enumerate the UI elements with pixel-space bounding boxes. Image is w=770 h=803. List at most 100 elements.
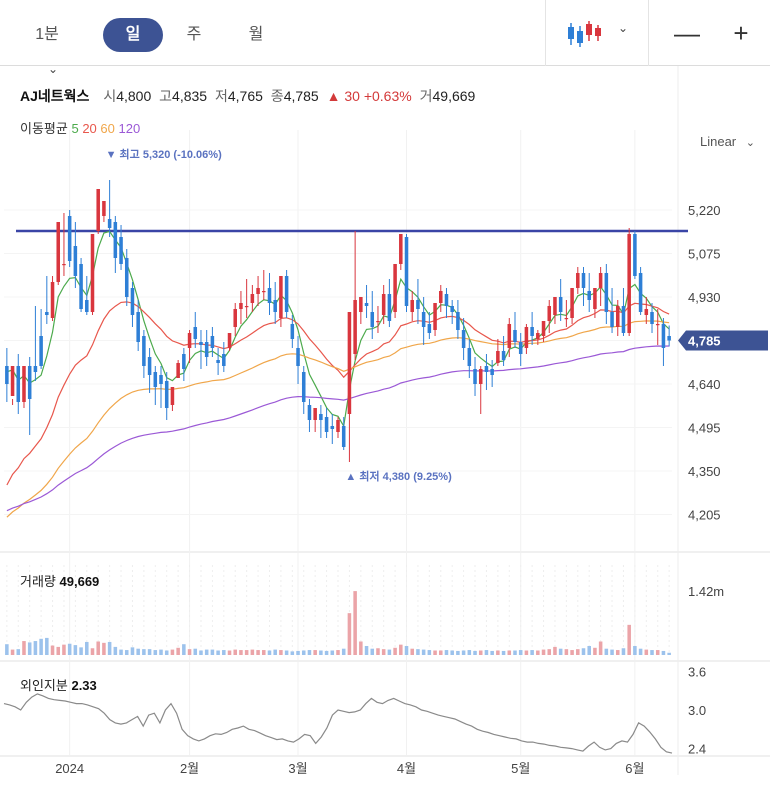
candle-body	[627, 234, 631, 333]
x-tick-label: 2월	[180, 761, 199, 776]
volume-bar	[250, 649, 255, 655]
volume-bar	[164, 650, 169, 655]
candle-body	[27, 366, 32, 399]
volume-bar	[39, 638, 43, 655]
volume-bar	[427, 650, 432, 655]
candle-body	[655, 324, 660, 326]
candle-body	[256, 288, 260, 294]
chart-type-select[interactable]: ⌄	[560, 17, 640, 51]
x-tick-label: 2024	[55, 761, 84, 776]
candle-body	[73, 246, 78, 276]
volume-bar	[16, 649, 21, 655]
volume-bar	[536, 650, 540, 655]
candle-body	[90, 234, 95, 312]
volume-bar	[576, 649, 580, 655]
volume-bar	[176, 647, 180, 655]
candle-body	[633, 234, 637, 276]
volume-bar	[387, 649, 392, 655]
candle-body	[341, 426, 346, 447]
volume-bar	[45, 637, 49, 655]
tab-day[interactable]: 일	[103, 18, 163, 52]
volume-bar	[96, 641, 100, 655]
candle-body	[244, 306, 249, 308]
volume-bar	[233, 649, 238, 655]
x-tick-label: 5월	[511, 761, 530, 776]
low-marker-label: ▲ 최저 4,380 (9.25%)	[345, 469, 452, 483]
tab-week[interactable]: 주	[170, 18, 218, 52]
change-value: ▲ 30 +0.63%	[326, 88, 412, 104]
candle-body	[524, 327, 529, 348]
volume-bar	[524, 650, 529, 655]
candle-body	[638, 273, 643, 312]
volume-bar	[267, 650, 272, 655]
tab-month[interactable]: 월	[232, 18, 280, 52]
candle-body	[478, 369, 483, 384]
candle-body	[279, 276, 283, 318]
zoom-out-button[interactable]: —	[674, 18, 700, 48]
foreign-tick-label: 3.6	[688, 664, 706, 679]
ma-20-line	[6, 301, 670, 486]
candle-body	[227, 333, 232, 348]
candle-body	[564, 318, 569, 320]
candle-body	[136, 312, 140, 342]
candle-body	[604, 273, 609, 312]
candle-body	[610, 312, 614, 327]
ma-60-label: 60	[100, 121, 115, 136]
candle-body	[45, 312, 49, 315]
volume-panel-label: 거래량	[20, 574, 56, 589]
volume-bar	[319, 650, 323, 655]
volume-bar	[598, 641, 603, 655]
volume-bar	[193, 648, 198, 655]
candle-body	[16, 366, 21, 402]
tab-week-label: 주	[186, 26, 202, 43]
volume-bar	[336, 650, 340, 655]
current-price-tag	[678, 330, 768, 351]
volume-bar	[62, 644, 66, 655]
moving-average-legend: 이동평균 5 20 60 120	[20, 118, 140, 137]
zoom-in-button[interactable]: +	[733, 18, 749, 48]
candle-body	[393, 264, 397, 312]
interval-select[interactable]: 1분 ⌄	[22, 18, 72, 76]
volume-bar	[456, 650, 460, 655]
high-value: 4,835	[172, 88, 208, 104]
price-tick-label: 5,220	[688, 203, 721, 218]
scale-select[interactable]: Linear ⌄	[700, 134, 755, 149]
candle-body	[558, 297, 563, 312]
volume-bar	[507, 650, 512, 655]
chevron-down-icon: ⌄	[47, 62, 59, 76]
candle-body	[598, 273, 603, 288]
candle-body	[347, 312, 352, 414]
volume-bar	[324, 650, 329, 655]
candle-body	[147, 357, 152, 375]
candle-body	[427, 324, 432, 333]
candle-body	[513, 330, 517, 342]
candlestick-icon	[568, 21, 601, 47]
volume-bar	[187, 649, 192, 655]
volume-bar	[153, 650, 158, 655]
volume-bar	[67, 643, 72, 655]
ma-60-line	[6, 320, 670, 518]
volume-bar	[170, 649, 175, 655]
volume-bar	[330, 650, 335, 655]
volume-bar	[633, 646, 637, 655]
candle-body	[193, 327, 198, 339]
volume-bar	[490, 650, 494, 655]
interval-label: 1분	[35, 26, 59, 43]
volume-bar	[399, 644, 403, 655]
volume-bar	[433, 650, 437, 655]
candle-body	[5, 366, 9, 384]
candle-body	[541, 321, 546, 336]
volume-bar	[222, 650, 226, 655]
candle-body	[507, 324, 512, 348]
candle-body	[233, 309, 238, 327]
foreign-tick-label: 2.4	[688, 742, 706, 757]
foreign-panel-value: 2.33	[71, 678, 97, 693]
volume-bar	[541, 649, 546, 655]
candle-body	[182, 354, 186, 369]
volume-bar	[450, 650, 454, 655]
volume-bar	[615, 650, 620, 655]
volume-bar	[473, 650, 477, 655]
candle-body	[381, 294, 386, 315]
candle-body	[67, 216, 72, 261]
